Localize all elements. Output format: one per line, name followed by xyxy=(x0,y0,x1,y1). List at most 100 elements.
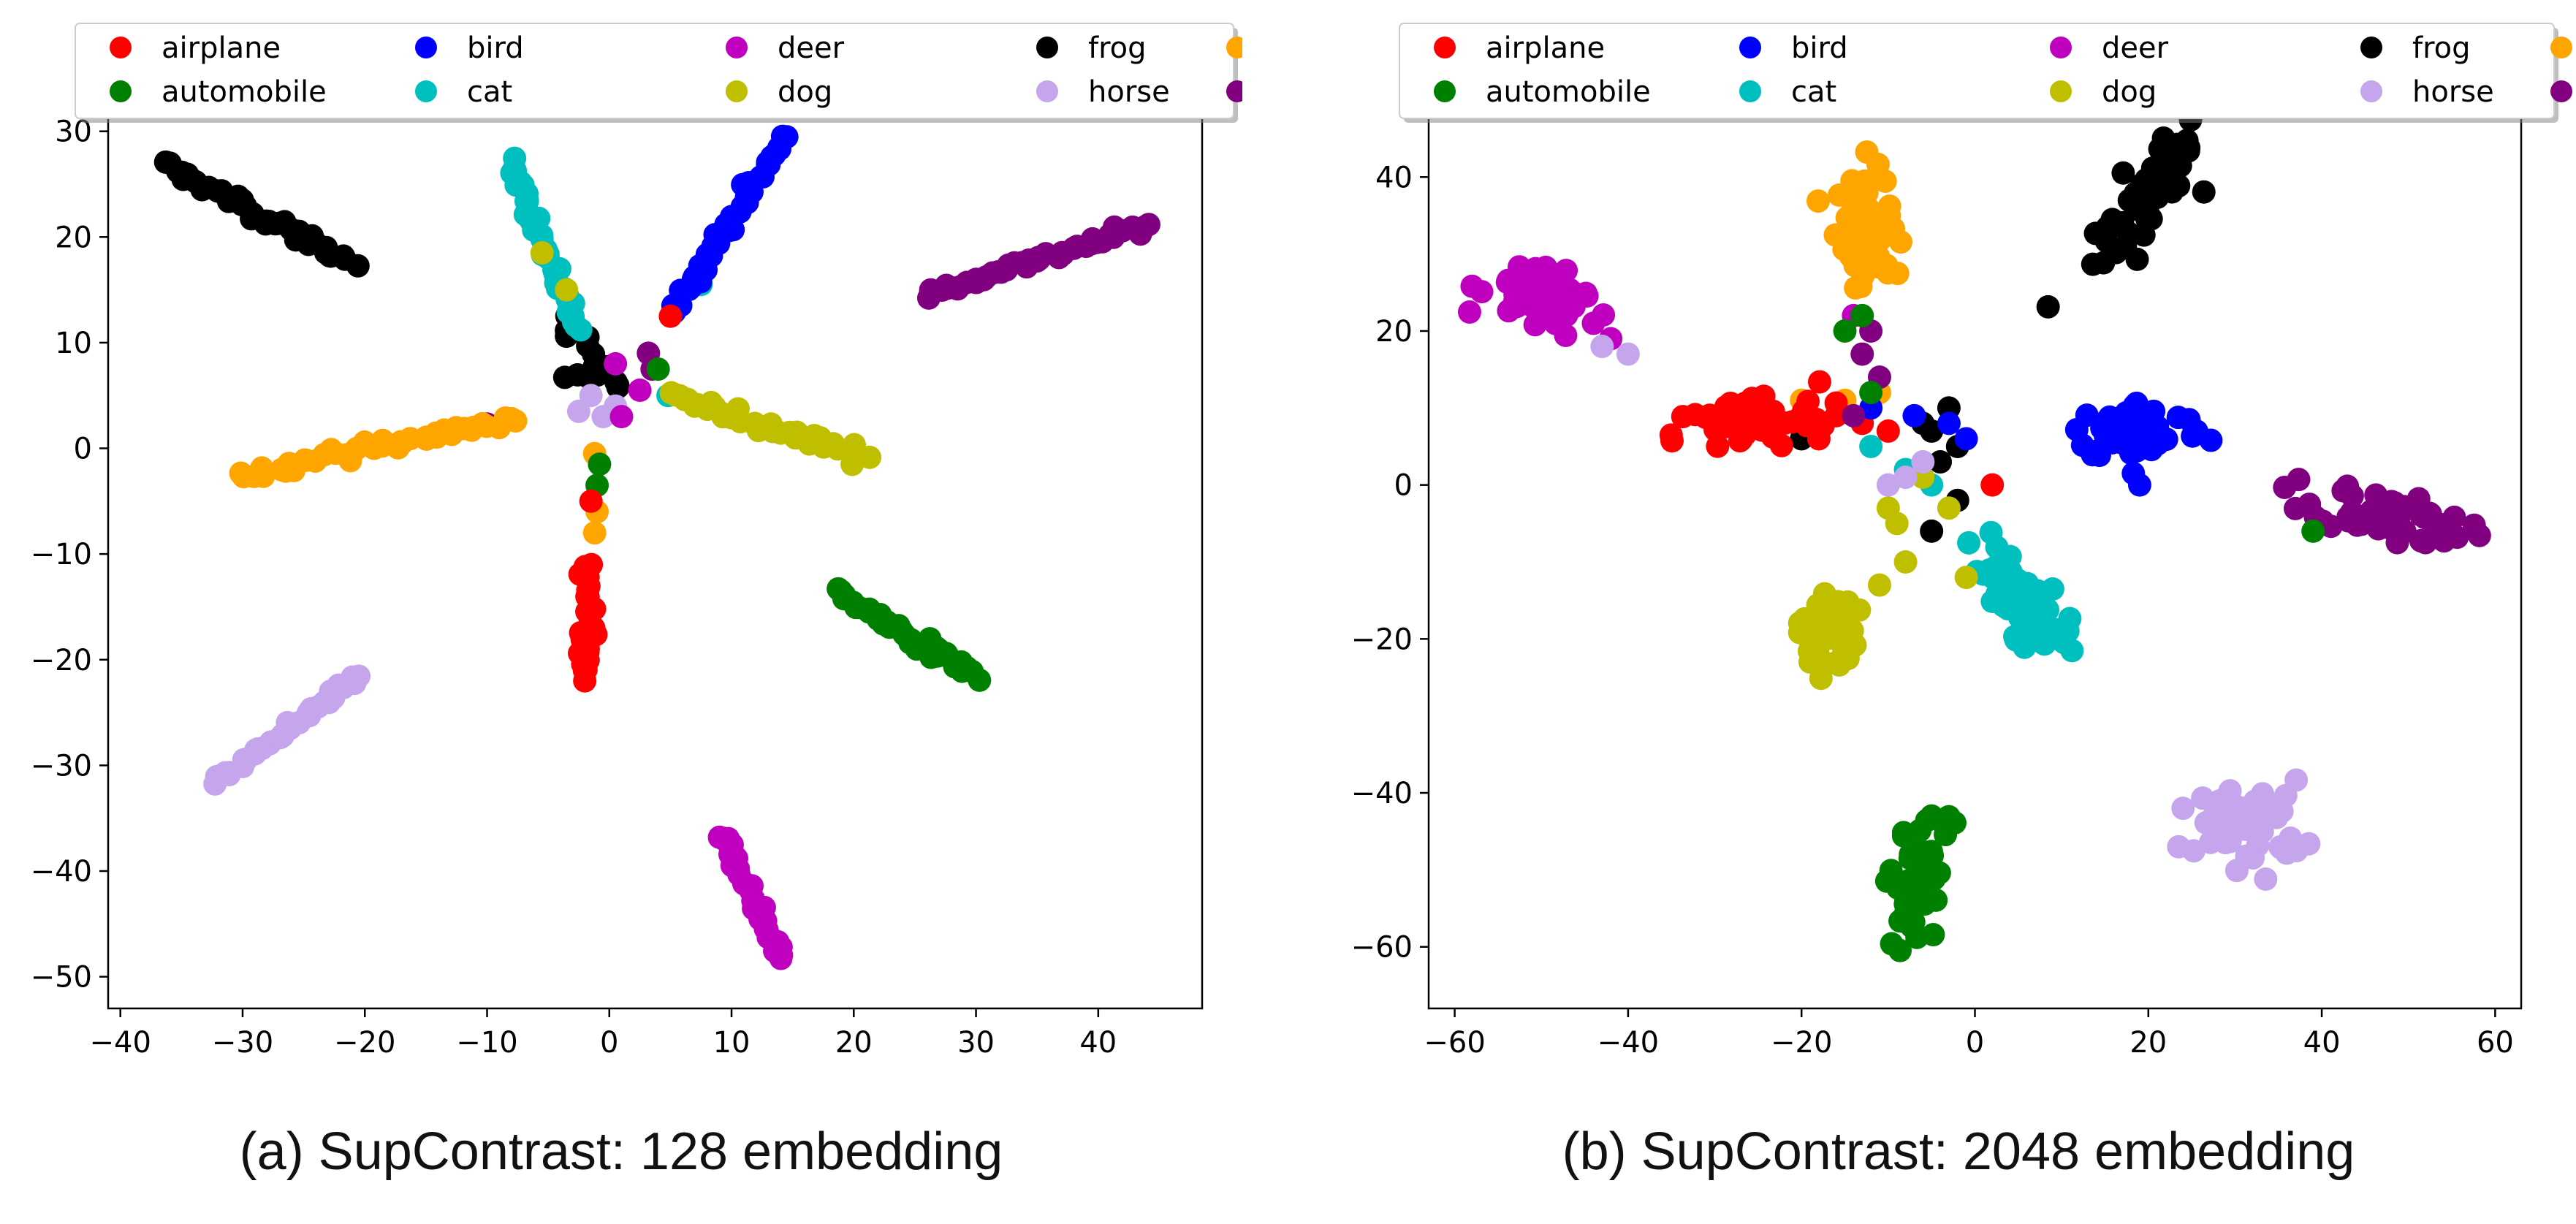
point-automobile xyxy=(1833,319,1857,343)
legend-marker-automobile xyxy=(110,80,132,102)
point-ship xyxy=(1855,140,1879,164)
point-automobile xyxy=(1921,923,1945,947)
point-bird xyxy=(2119,418,2143,442)
point-dog xyxy=(1893,550,1918,574)
x-tick-label: −10 xyxy=(456,1026,517,1060)
legend-label-automobile: automobile xyxy=(1486,75,1651,109)
point-automobile xyxy=(2301,519,2325,543)
legend-label-frog: frog xyxy=(1088,31,1147,65)
legend-marker-airplane xyxy=(1434,37,1456,58)
point-deer xyxy=(1470,280,1494,304)
point-ship xyxy=(1849,275,1873,299)
point-dog xyxy=(1809,666,1833,691)
point-horse xyxy=(1590,335,1614,359)
point-frog xyxy=(2163,160,2187,184)
point-frog xyxy=(2192,180,2216,204)
point-truck xyxy=(1136,213,1160,237)
legend-label-deer: deer xyxy=(2102,31,2169,65)
point-cat xyxy=(1957,531,1981,555)
point-ship xyxy=(1861,208,1885,232)
scatter-chart-a: −40 −30 −20 −10 0 10 20 30 403020100−10−20−30−40… xyxy=(31,23,1242,1060)
point-ship xyxy=(1882,216,1906,240)
y-tick-label: 20 xyxy=(1375,315,1413,349)
legend-marker-cat xyxy=(415,80,437,102)
x-tick-label: 40 xyxy=(1079,1026,1117,1060)
point-cat xyxy=(2032,632,2056,656)
legend-label-dog: dog xyxy=(778,75,832,109)
legend-marker-bird xyxy=(415,37,437,58)
point-bird xyxy=(2124,391,2148,415)
legend-marker-deer xyxy=(726,37,748,58)
point-frog xyxy=(2175,129,2199,153)
point-airplane xyxy=(1779,410,1804,434)
point-airplane xyxy=(573,669,597,693)
point-automobile xyxy=(1850,303,1874,327)
point-bird xyxy=(2127,473,2151,497)
point-horse xyxy=(2225,794,2249,818)
point-dog xyxy=(1831,623,1855,647)
legend-label-airplane: airplane xyxy=(1486,31,1605,65)
point-ship xyxy=(499,406,523,430)
point-dog xyxy=(1937,496,1961,520)
point-horse xyxy=(566,399,590,423)
x-tick-label: −20 xyxy=(1771,1026,1832,1060)
point-frog xyxy=(1920,519,1944,543)
point-truck xyxy=(1850,342,1874,366)
point-horse xyxy=(2218,829,2242,854)
point-airplane xyxy=(579,489,603,513)
point-horse xyxy=(579,384,603,408)
point-bird xyxy=(2097,408,2121,433)
point-automobile xyxy=(1934,823,1958,847)
point-deer xyxy=(628,379,652,402)
legend-marker-dog xyxy=(2050,80,2072,102)
y-tick-label: 20 xyxy=(55,221,92,254)
legend-marker-truck xyxy=(1226,80,1242,102)
point-automobile xyxy=(1888,938,1912,962)
point-bird xyxy=(2199,428,2223,452)
scatter-points xyxy=(1457,115,2491,962)
point-bird xyxy=(2064,417,2089,441)
y-tick-label: −30 xyxy=(31,749,92,783)
point-truck xyxy=(2370,505,2394,529)
y-tick-label: 0 xyxy=(1394,469,1413,503)
point-ship xyxy=(1876,261,1900,285)
point-dog xyxy=(555,278,579,302)
point-cat xyxy=(2056,619,2080,643)
point-truck xyxy=(2287,468,2311,492)
chart-caption-b: (b) SupContrast: 2048 embedding xyxy=(1562,1122,2355,1181)
point-frog xyxy=(2151,126,2176,150)
point-airplane xyxy=(1671,405,1695,429)
point-airplane xyxy=(1876,419,1900,443)
y-tick-label: −60 xyxy=(1351,931,1413,965)
legend-marker-truck xyxy=(2550,80,2572,102)
point-ship xyxy=(1873,169,1897,193)
legend-label-bird: bird xyxy=(1791,31,1848,65)
point-cat xyxy=(1984,555,2008,579)
legend-marker-ship xyxy=(1226,37,1242,58)
point-frog xyxy=(1929,450,1953,474)
point-automobile xyxy=(588,452,612,476)
y-tick-label: 10 xyxy=(55,327,92,360)
x-tick-label: 60 xyxy=(2477,1026,2514,1060)
legend-label-cat: cat xyxy=(1791,75,1836,109)
point-airplane xyxy=(1796,389,1820,414)
legend-marker-ship xyxy=(2550,37,2572,58)
point-automobile xyxy=(1895,900,1919,924)
legend-label-cat: cat xyxy=(467,75,512,109)
point-dog xyxy=(1819,598,1843,622)
x-tick-label: −20 xyxy=(334,1026,395,1060)
point-horse xyxy=(2250,819,2274,843)
point-frog xyxy=(2094,229,2119,253)
point-ship xyxy=(1806,189,1830,213)
x-tick-label: 30 xyxy=(957,1026,995,1060)
point-deer xyxy=(1530,284,1554,308)
point-dog xyxy=(1793,607,1817,631)
point-airplane xyxy=(1769,433,1793,457)
point-cat xyxy=(2060,639,2084,663)
point-frog xyxy=(346,254,370,278)
point-ship xyxy=(1843,191,1867,215)
point-cat xyxy=(1980,590,2005,614)
point-frog xyxy=(2100,208,2124,232)
point-horse xyxy=(2171,797,2195,821)
point-horse xyxy=(2191,786,2215,810)
